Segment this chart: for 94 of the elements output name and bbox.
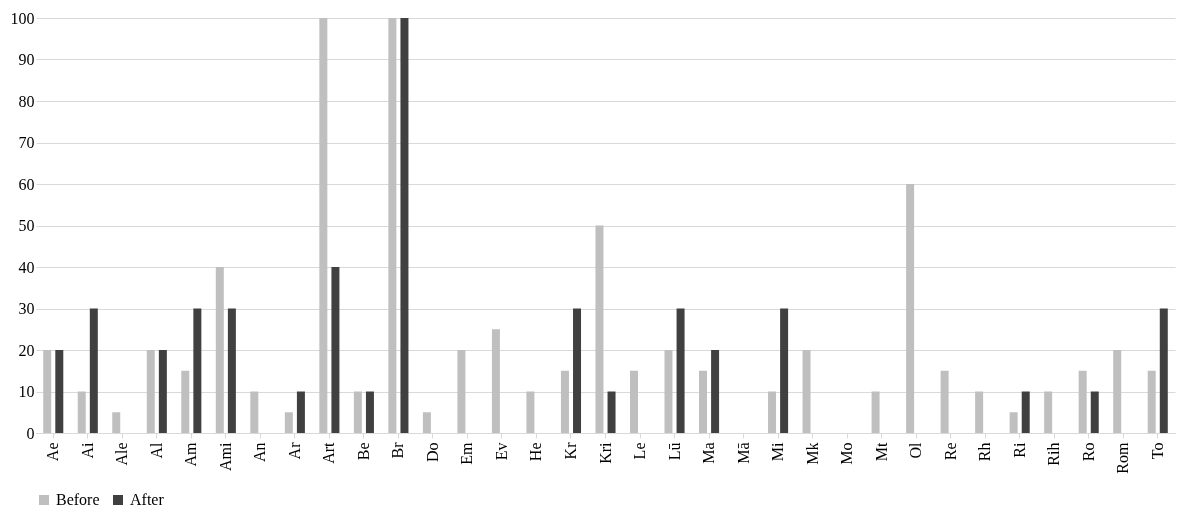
- bar: [629, 370, 638, 433]
- legend-label: Before: [56, 491, 100, 508]
- x-tick-label: Ol: [907, 441, 925, 459]
- bar: [676, 308, 685, 433]
- x-tick-label: Mā: [734, 442, 752, 464]
- x-tick-label: Mk: [803, 442, 821, 465]
- bar: [400, 18, 409, 433]
- bar: [193, 308, 202, 433]
- bar: [55, 350, 64, 433]
- y-tick-label: 100: [10, 9, 35, 27]
- bar: [77, 391, 86, 433]
- bar: [353, 391, 362, 433]
- bar: [284, 412, 293, 433]
- legend-label: After: [130, 491, 165, 508]
- bar: [768, 391, 777, 433]
- x-tick-label: Al: [147, 441, 165, 459]
- x-tick-label: Re: [941, 442, 959, 461]
- bar: [296, 391, 305, 433]
- x-tick-label: Rih: [1045, 442, 1063, 466]
- x-tick-label: Kri: [596, 441, 614, 464]
- x-tick-label: Art: [320, 441, 338, 464]
- bar: [607, 391, 616, 433]
- x-tick-label: An: [251, 442, 269, 463]
- bar: [780, 308, 789, 433]
- bar: [1147, 370, 1156, 433]
- bar: [491, 329, 500, 433]
- x-tick-label: Rom: [1114, 441, 1132, 474]
- x-tick-label: Le: [631, 442, 649, 460]
- bar: [250, 391, 259, 433]
- bar: [1044, 391, 1053, 433]
- x-tick-label: Ri: [1010, 441, 1028, 458]
- y-tick-label: 50: [18, 217, 35, 234]
- x-tick-label: Mi: [769, 441, 787, 462]
- bar: [1009, 412, 1018, 433]
- bar: [146, 350, 155, 433]
- bar: [664, 350, 673, 433]
- bar: [1113, 350, 1122, 433]
- bar: [699, 370, 708, 433]
- x-tick-label: Ro: [1079, 442, 1097, 462]
- y-tick-label: 60: [18, 175, 35, 193]
- bar: [560, 370, 569, 433]
- x-tick-label: Ai: [78, 441, 96, 459]
- bar: [365, 391, 374, 433]
- y-tick-label: 90: [18, 51, 35, 68]
- y-tick-label: 0: [26, 424, 35, 442]
- x-tick-label: Ae: [44, 442, 62, 462]
- bar: [457, 350, 466, 433]
- x-tick-label: He: [527, 442, 545, 462]
- bar: [1090, 391, 1099, 433]
- bar: [906, 184, 915, 433]
- bar: [871, 391, 880, 433]
- bar: [422, 412, 431, 433]
- y-tick-label: 80: [18, 92, 35, 110]
- y-tick-label: 40: [18, 258, 35, 276]
- y-tick-label: 10: [18, 383, 35, 400]
- x-tick-label: Mo: [838, 442, 856, 465]
- x-tick-label: Ma: [700, 442, 718, 464]
- bar: [1078, 370, 1087, 433]
- bar: [388, 18, 397, 433]
- x-tick-label: Am: [182, 441, 200, 467]
- x-tick-label: To: [1148, 442, 1166, 460]
- bar: [975, 391, 984, 433]
- x-tick-label: Ami: [216, 441, 234, 471]
- bar: [526, 391, 535, 433]
- bar: [595, 225, 604, 433]
- bar: [215, 267, 224, 433]
- bar: [573, 308, 582, 433]
- y-tick-label: 20: [18, 341, 35, 359]
- bar: [43, 350, 52, 433]
- bar: [940, 370, 949, 433]
- bar: [802, 350, 811, 433]
- x-tick-label: Be: [354, 442, 372, 461]
- bar: [181, 370, 190, 433]
- x-tick-label: Mt: [872, 441, 890, 462]
- x-tick-label: Kr: [561, 441, 579, 460]
- bar: [227, 308, 236, 433]
- x-tick-label: Rh: [976, 442, 994, 462]
- y-tick-label: 70: [18, 134, 35, 151]
- x-tick-label: Ev: [492, 442, 510, 461]
- y-tick-label: 30: [18, 300, 35, 317]
- x-tick-label: Ar: [285, 441, 303, 460]
- bar: [319, 18, 328, 433]
- x-tick-label: Em: [458, 441, 476, 465]
- bar: [711, 350, 720, 433]
- bar: [158, 350, 167, 433]
- x-tick-label: Lū: [665, 442, 683, 461]
- bar: [89, 308, 98, 433]
- bar: [1159, 308, 1168, 433]
- x-tick-label: Br: [389, 441, 407, 459]
- bar: [112, 412, 121, 433]
- bar: [331, 267, 340, 433]
- x-tick-label: Ale: [113, 442, 131, 466]
- x-tick-label: Do: [423, 442, 441, 463]
- bar: [1021, 391, 1030, 433]
